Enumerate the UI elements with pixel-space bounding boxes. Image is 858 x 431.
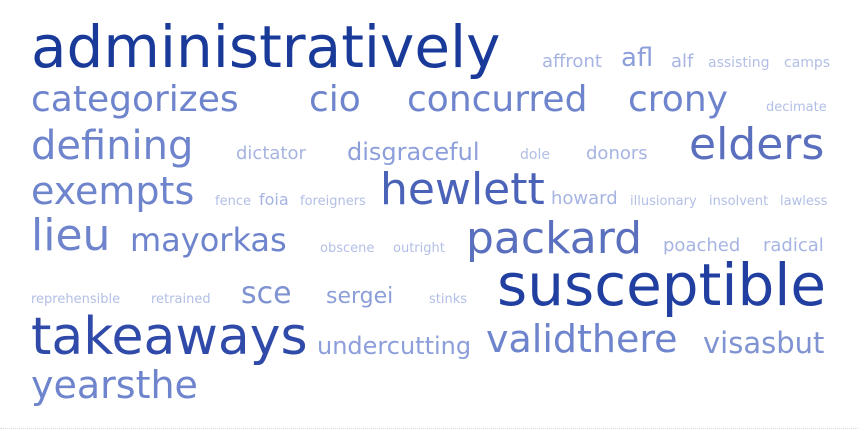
word-mayorkas[interactable]: mayorkas [130, 221, 287, 259]
word-afl[interactable]: afl [621, 43, 654, 73]
word-sce[interactable]: sce [241, 276, 292, 311]
word-disgraceful[interactable]: disgraceful [347, 138, 480, 166]
word-foia[interactable]: foia [259, 190, 289, 209]
word-foreigners[interactable]: foreigners [300, 194, 366, 209]
word-crony[interactable]: crony [628, 79, 728, 120]
word-decimate[interactable]: decimate [766, 100, 827, 115]
word-obscene[interactable]: obscene [320, 241, 375, 256]
word-categorizes[interactable]: categorizes [31, 79, 239, 120]
word-poached[interactable]: poached [663, 235, 741, 256]
word-susceptible[interactable]: susceptible [497, 251, 827, 319]
word-howard[interactable]: howard [551, 188, 618, 209]
word-administratively[interactable]: administratively [31, 13, 501, 81]
word-exempts[interactable]: exempts [31, 169, 195, 213]
word-hewlett[interactable]: hewlett [380, 164, 545, 215]
word-takeaways[interactable]: takeaways [31, 307, 308, 367]
word-illusionary[interactable]: illusionary [630, 194, 697, 209]
word-defining[interactable]: defining [31, 123, 194, 169]
word-validthere[interactable]: validthere [486, 317, 678, 361]
word-fence[interactable]: fence [215, 194, 251, 209]
bottom-divider [0, 428, 858, 429]
word-insolvent[interactable]: insolvent [709, 194, 769, 209]
word-dictator[interactable]: dictator [236, 143, 306, 164]
word-outright[interactable]: outright [393, 241, 445, 256]
word-undercutting[interactable]: undercutting [317, 332, 472, 360]
word-lawless[interactable]: lawless [780, 194, 828, 209]
word-retrained[interactable]: retrained [151, 292, 211, 307]
word-stinks[interactable]: stinks [429, 292, 468, 307]
word-packard[interactable]: packard [466, 213, 642, 264]
word-sergei[interactable]: sergei [326, 284, 394, 309]
word-camps[interactable]: camps [784, 55, 831, 71]
word-dole[interactable]: dole [520, 147, 550, 163]
word-elders[interactable]: elders [689, 119, 825, 170]
word-yearsthe[interactable]: yearsthe [31, 363, 198, 407]
word-reprehensible[interactable]: reprehensible [31, 292, 121, 307]
word-concurred[interactable]: concurred [407, 79, 588, 120]
word-affront[interactable]: affront [542, 51, 602, 72]
word-lieu[interactable]: lieu [31, 210, 111, 261]
word-cio[interactable]: cio [309, 79, 361, 120]
word-visasbut[interactable]: visasbut [703, 326, 825, 360]
word-alf[interactable]: alf [671, 51, 694, 72]
word-donors[interactable]: donors [586, 143, 648, 164]
word-assisting[interactable]: assisting [708, 55, 770, 71]
word-radical[interactable]: radical [763, 235, 824, 256]
